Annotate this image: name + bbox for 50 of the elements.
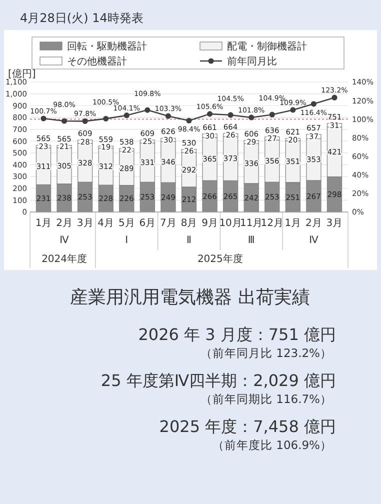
text: Ⅲ — [248, 235, 255, 246]
x-tick-label: 1月 — [284, 218, 302, 229]
point — [248, 114, 254, 120]
x-tick-label: 12月 — [260, 218, 284, 229]
text: 25 年度第Ⅳ四半期：2,029 億円 — [100, 371, 336, 390]
x-tick-label: 1月 — [35, 218, 52, 229]
x-tick-label: 2月 — [56, 218, 72, 229]
point — [40, 116, 46, 122]
y-axis-title: [億円] — [8, 68, 36, 80]
x-tick-label: 8月 — [180, 218, 198, 229]
text: 2026 年 3 月度：751 億円 — [138, 325, 336, 344]
point — [228, 112, 234, 118]
x-tick-label: 3月 — [76, 218, 94, 229]
x-tick-label: 9月 — [202, 218, 218, 229]
x-tick-label: 3月 — [326, 218, 343, 229]
legend-label: その他機器計 — [67, 56, 127, 68]
point — [206, 111, 213, 117]
text: 2024年度 — [42, 253, 88, 265]
legend-label: 前年同月比 — [227, 56, 277, 68]
x-tick-label: 5月 — [118, 218, 135, 229]
point — [165, 113, 172, 119]
point — [310, 101, 317, 107]
x-tick-label: 10月 — [219, 218, 242, 229]
text: （前年度比 106.9%） — [212, 438, 332, 452]
point — [124, 112, 130, 118]
x-tick-label: 11月 — [240, 218, 263, 229]
x-tick-label: 4月 — [98, 218, 114, 229]
legend-label: 配電・制御機器計 — [227, 40, 307, 53]
text: 2025 年度：7,458 億円 — [159, 417, 336, 436]
text: 4月28日(火) 14時発表 — [20, 11, 144, 25]
point — [269, 112, 275, 118]
legend-label: 回転・駆動機器計 — [67, 40, 147, 53]
point — [61, 118, 68, 124]
x-tick-label: 2月 — [306, 218, 322, 229]
text: Ⅰ — [125, 235, 128, 246]
point — [103, 116, 109, 122]
point — [332, 94, 338, 100]
x-tick-label: 6月 — [139, 218, 156, 229]
point — [82, 118, 88, 124]
text: 2025年度 — [197, 253, 243, 265]
text: Ⅱ — [186, 235, 192, 246]
text: 産業用汎用電気機器 出荷実績 — [70, 287, 310, 308]
text: （前年同月比 123.2%） — [200, 346, 332, 360]
text: Ⅳ — [309, 235, 320, 246]
point — [186, 118, 192, 124]
text: Ⅳ — [60, 235, 70, 246]
point — [144, 107, 150, 113]
text: （前年同期比 116.7%） — [200, 392, 332, 406]
x-tick-label: 7月 — [160, 218, 176, 229]
point — [290, 107, 296, 113]
